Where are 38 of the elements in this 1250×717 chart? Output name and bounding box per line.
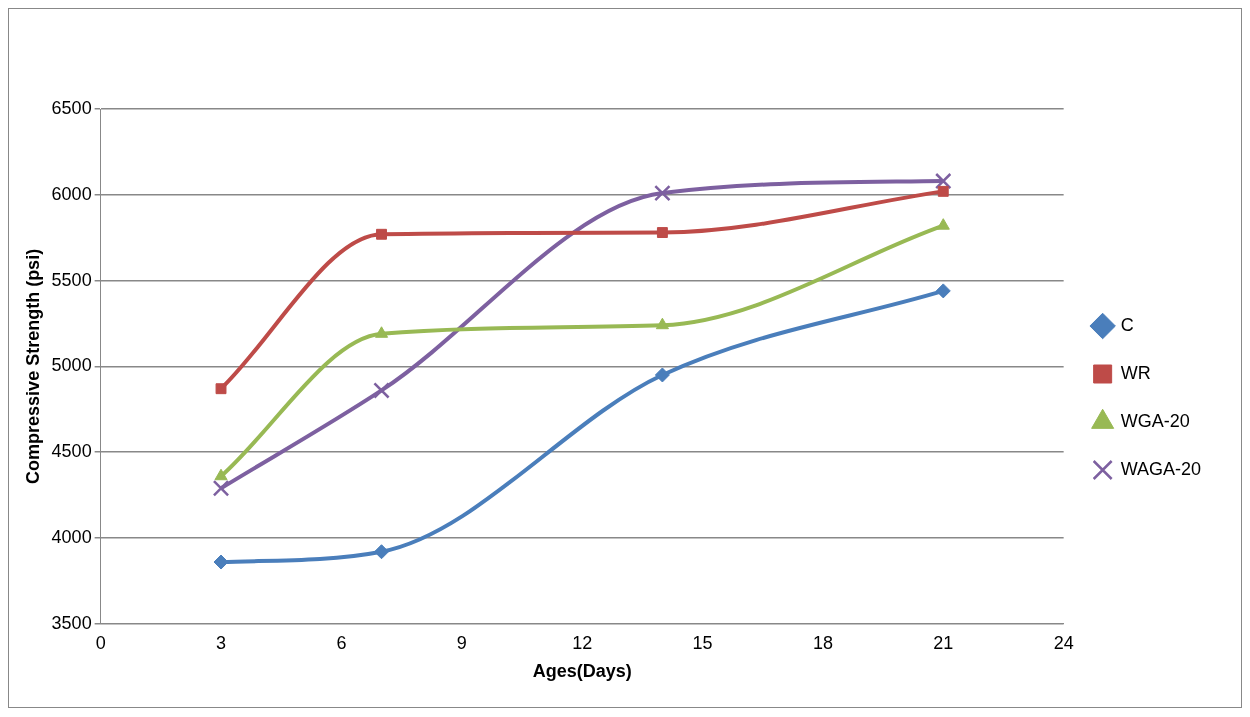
point [936, 218, 950, 230]
y-tick-label: 5500 [51, 269, 92, 290]
x-tick-label: 24 [1053, 632, 1074, 653]
legend-label: WAGA-20 [1120, 458, 1202, 479]
y-tick-label: 4500 [51, 441, 92, 462]
x-axis-title: Ages(Days) [532, 661, 632, 682]
point [374, 544, 390, 560]
point [215, 383, 227, 395]
point [934, 172, 952, 190]
point [937, 185, 949, 197]
x-tick-label: 0 [95, 632, 106, 653]
y-axis-title: Compressive Strength (psi) [22, 248, 43, 484]
point [655, 317, 669, 330]
point [654, 184, 671, 202]
x-tick-label: 18 [812, 632, 833, 653]
x-tick-label: 12 [572, 632, 593, 653]
x-tick-label: 15 [692, 632, 713, 653]
point [656, 227, 668, 238]
point [935, 283, 951, 299]
point [212, 479, 230, 497]
point [654, 367, 670, 383]
x-tick-label: 9 [456, 632, 467, 653]
point [376, 228, 387, 240]
y-tick-label: 4000 [51, 526, 92, 547]
point [214, 468, 228, 481]
point [373, 382, 390, 399]
y-tick-label: 3500 [51, 612, 92, 633]
y-tick-label: 6500 [51, 97, 92, 118]
point [374, 326, 389, 338]
y-tick-label: 6000 [51, 183, 92, 204]
point [213, 554, 229, 570]
y-tick-label: 5000 [51, 355, 92, 376]
x-tick-label: 6 [336, 632, 347, 653]
x-tick-label: 3 [216, 632, 227, 653]
legend-label: WR [1120, 362, 1151, 383]
legend-label: C [1120, 314, 1134, 335]
legend-label: WGA-20 [1120, 410, 1190, 431]
x-tick-label: 21 [933, 632, 954, 653]
